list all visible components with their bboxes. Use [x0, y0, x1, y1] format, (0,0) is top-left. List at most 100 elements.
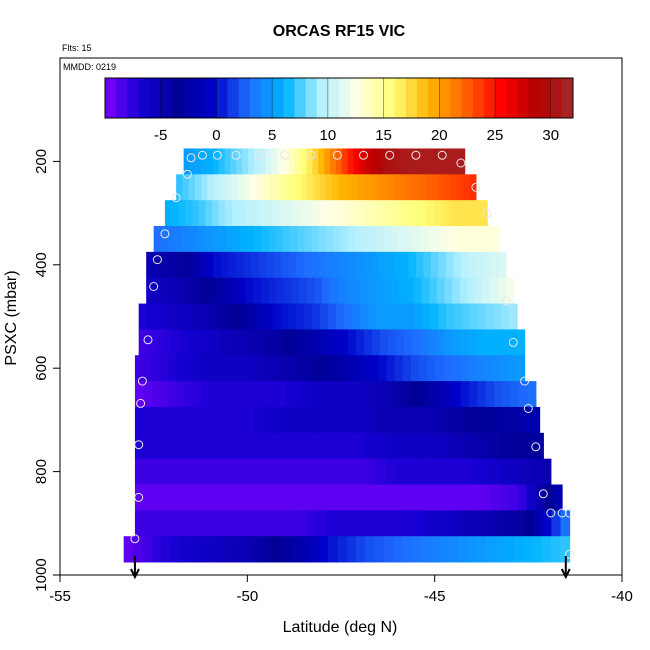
- heatmap-cell: [326, 174, 333, 201]
- heatmap-cell: [375, 277, 384, 304]
- heatmap-cell: [162, 510, 172, 537]
- heatmap-cell: [177, 406, 187, 434]
- flight-point: [565, 508, 574, 518]
- heatmap-cell: [339, 484, 350, 511]
- heatmap-cell: [393, 381, 403, 408]
- heatmap-cell: [304, 303, 313, 330]
- heatmap-cell: [455, 484, 465, 511]
- heatmap-cell: [375, 174, 383, 201]
- heatmap-cell: [306, 277, 316, 304]
- heatmap-cell: [245, 200, 253, 227]
- heatmap-cell: [460, 381, 470, 408]
- heatmap-cell: [273, 251, 282, 279]
- heatmap-cell: [484, 355, 493, 382]
- heatmap-cell: [405, 226, 413, 253]
- heatmap-cell: [134, 484, 145, 511]
- heatmap-cell: [473, 484, 483, 511]
- heatmap-cell: [473, 200, 481, 227]
- heatmap-cell: [238, 458, 249, 485]
- flight-point: [471, 182, 481, 192]
- heatmap-cell: [426, 200, 435, 227]
- heatmap-cell: [415, 432, 425, 460]
- flight-point: [136, 398, 146, 408]
- heatmap-cell: [288, 432, 298, 460]
- heatmap-cell: [207, 148, 214, 175]
- heatmap-cell: [497, 406, 507, 434]
- heatmap-cell: [343, 381, 353, 408]
- heatmap-cell: [288, 174, 296, 201]
- heatmap-cell: [354, 226, 363, 253]
- heatmap-cell: [219, 329, 228, 356]
- heatmap-cell: [320, 303, 329, 330]
- heatmap-cell: [168, 432, 179, 460]
- heatmap-cell: [152, 484, 163, 511]
- heatmap-cell: [282, 226, 291, 253]
- heatmap-cell: [257, 174, 265, 201]
- heatmap-cell: [143, 484, 154, 511]
- heatmap-cell: [475, 277, 484, 304]
- heatmap-cell: [329, 148, 337, 175]
- heatmap-cell: [378, 251, 387, 279]
- heatmap-cell: [273, 458, 283, 485]
- heatmap-cell: [451, 355, 461, 382]
- heatmap-cell: [207, 510, 218, 537]
- heatmap-cell: [484, 226, 492, 253]
- heatmap-cell: [429, 406, 440, 434]
- heatmap-cell: [488, 510, 498, 537]
- heatmap-cell: [360, 458, 370, 485]
- heatmap-cell: [469, 510, 480, 537]
- heatmap-cell: [186, 329, 196, 356]
- heatmap-cell: [490, 458, 500, 485]
- heatmap-cell: [290, 536, 301, 563]
- heatmap-cell: [492, 329, 502, 356]
- colorbar-segment: [261, 78, 273, 118]
- flight-point: [508, 337, 518, 347]
- heatmap-cell: [235, 329, 244, 356]
- heatmap-cell: [328, 536, 338, 563]
- heatmap-cell: [285, 200, 294, 227]
- heatmap-cell: [469, 174, 477, 201]
- heatmap-cell: [413, 174, 421, 201]
- heatmap-cell: [345, 277, 354, 304]
- heatmap-cell: [306, 148, 314, 175]
- heatmap-cell: [256, 355, 266, 382]
- heatmap-cell: [460, 329, 469, 356]
- heatmap-cell: [215, 277, 224, 304]
- heatmap-cell: [205, 200, 213, 227]
- heatmap-cell: [295, 484, 305, 511]
- heatmap-cell: [195, 148, 202, 175]
- heatmap-cell: [531, 406, 541, 434]
- heatmap-cell: [454, 303, 463, 330]
- heatmap-cell: [413, 406, 423, 434]
- heatmap-cell: [210, 381, 220, 408]
- flight-point: [149, 282, 159, 291]
- colorbar-segment: [561, 78, 574, 118]
- heatmap-cell: [272, 355, 282, 382]
- heatmap-cell: [235, 381, 245, 408]
- flight-point: [332, 150, 342, 160]
- heatmap-cell: [363, 174, 371, 201]
- heatmap-cell: [426, 226, 435, 253]
- heatmap-cell: [435, 355, 445, 382]
- heatmap-cell: [230, 148, 237, 175]
- heatmap-cell: [509, 303, 518, 330]
- heatmap-cell: [449, 432, 459, 460]
- heatmap-cell: [446, 484, 456, 511]
- heatmap-cell: [272, 536, 283, 563]
- heatmap-cell: [299, 200, 307, 227]
- heatmap-cell: [244, 536, 255, 563]
- colorbar-tick-label: 25: [487, 127, 504, 144]
- heatmap-cell: [352, 277, 361, 304]
- heatmap-cell: [211, 200, 220, 227]
- heatmap-cell: [350, 174, 358, 201]
- heatmap-cell: [241, 484, 252, 511]
- flight-point: [231, 150, 241, 160]
- y-tick-label: 400: [33, 252, 50, 277]
- heatmap-cell: [457, 174, 464, 201]
- heatmap-cell: [245, 432, 255, 460]
- heatmap-cell: [483, 251, 492, 279]
- heatmap-cell: [175, 355, 185, 382]
- heatmap-cell: [385, 251, 395, 279]
- heatmap-cell: [300, 536, 311, 563]
- heatmap-cell: [159, 355, 169, 382]
